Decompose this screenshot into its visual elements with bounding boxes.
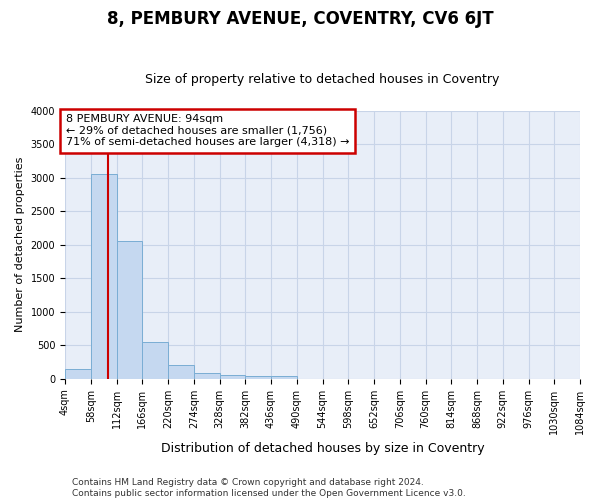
Bar	[142, 342, 168, 378]
Bar	[220, 375, 245, 378]
Text: 8, PEMBURY AVENUE, COVENTRY, CV6 6JT: 8, PEMBURY AVENUE, COVENTRY, CV6 6JT	[107, 10, 493, 28]
X-axis label: Distribution of detached houses by size in Coventry: Distribution of detached houses by size …	[161, 442, 484, 455]
Bar	[91, 174, 116, 378]
Bar	[116, 240, 142, 378]
Bar	[271, 376, 297, 378]
Bar	[194, 374, 220, 378]
Bar	[168, 366, 194, 378]
Bar	[65, 370, 91, 378]
Title: Size of property relative to detached houses in Coventry: Size of property relative to detached ho…	[145, 73, 500, 86]
Bar	[245, 376, 271, 378]
Y-axis label: Number of detached properties: Number of detached properties	[15, 157, 25, 332]
Text: 8 PEMBURY AVENUE: 94sqm
← 29% of detached houses are smaller (1,756)
71% of semi: 8 PEMBURY AVENUE: 94sqm ← 29% of detache…	[66, 114, 349, 148]
Text: Contains HM Land Registry data © Crown copyright and database right 2024.
Contai: Contains HM Land Registry data © Crown c…	[72, 478, 466, 498]
